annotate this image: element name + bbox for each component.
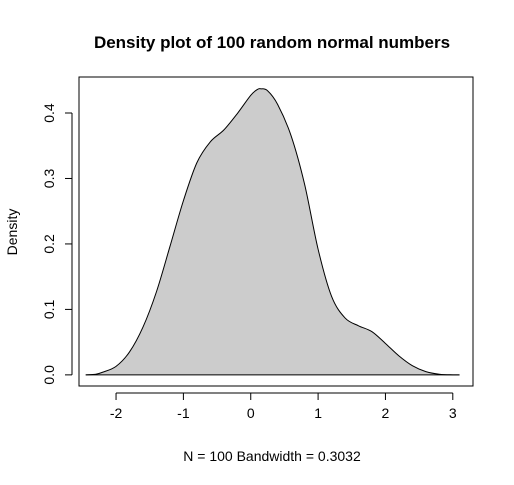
x-axis-label: N = 100 Bandwidth = 0.3032	[183, 448, 361, 464]
y-tick-label: 0.0	[41, 365, 57, 385]
x-tick-label: -1	[177, 405, 190, 421]
x-tick-label: -2	[110, 405, 123, 421]
x-tick-label: 3	[449, 405, 457, 421]
y-tick-label: 0.1	[41, 299, 57, 319]
x-axis: -2 -1 0 1 2 3	[110, 392, 457, 421]
x-tick-label: 2	[382, 405, 390, 421]
y-axis: 0.0 0.1 0.2 0.3 0.4	[41, 103, 73, 385]
y-tick-label: 0.2	[41, 234, 57, 254]
x-tick-label: 0	[247, 405, 255, 421]
density-curve	[85, 88, 460, 376]
y-axis-label: Density	[4, 209, 20, 256]
plot-frame	[78, 76, 474, 387]
y-tick-label: 0.3	[41, 169, 57, 189]
density-area	[85, 88, 460, 375]
y-tick-label: 0.4	[41, 103, 57, 123]
chart-title: Density plot of 100 random normal number…	[94, 33, 450, 52]
x-tick-label: 1	[314, 405, 322, 421]
